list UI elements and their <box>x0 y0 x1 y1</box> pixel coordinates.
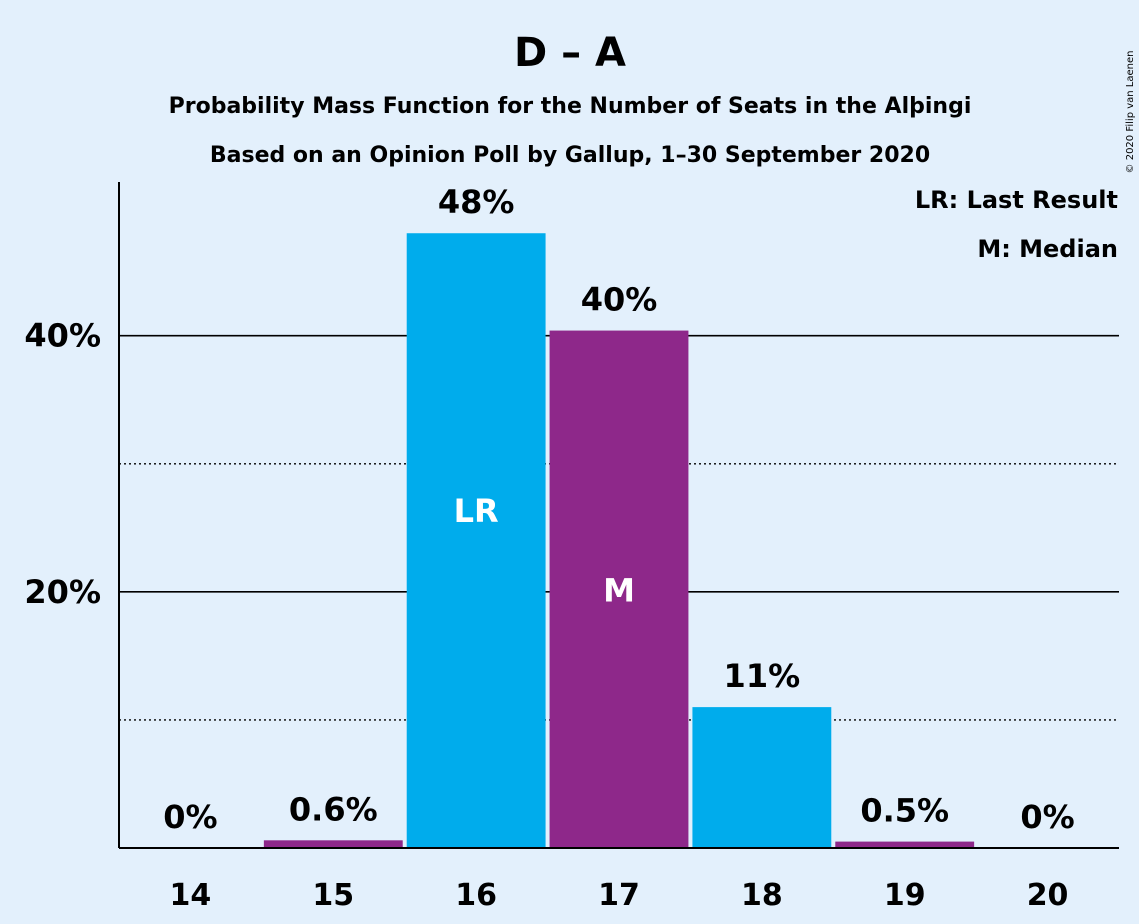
bar-value-label-20: 0% <box>1020 798 1074 836</box>
bar-value-label-14: 0% <box>163 798 217 836</box>
x-tick-label-14: 14 <box>170 878 212 913</box>
x-tick-label-16: 16 <box>455 878 497 913</box>
bar-19 <box>835 841 975 848</box>
chart-title: D – A <box>514 30 626 76</box>
y-tick-label-0: 20% <box>24 573 101 611</box>
chart-subtitle-1: Probability Mass Function for the Number… <box>169 94 972 119</box>
copyright-text: © 2020 Filip van Laenen <box>1125 51 1136 174</box>
bar-value-label-15: 0.6% <box>289 790 378 828</box>
bar-value-label-17: 40% <box>581 281 658 319</box>
bar-18 <box>692 707 832 848</box>
labels-layer: 20% 40% 0% 14 0.6% 15 48% LR 16 40% M 17 11% 18 0.5% 19… <box>24 183 1074 913</box>
x-tick-label-20: 20 <box>1027 878 1069 913</box>
bar-15 <box>263 840 403 848</box>
in-bar-label-LR: LR <box>454 492 499 530</box>
x-tick-label-17: 17 <box>598 878 640 913</box>
bar-16 <box>406 233 546 848</box>
bar-17 <box>549 330 689 849</box>
legend-last-result: LR: Last Result <box>915 186 1118 214</box>
bar-value-label-18: 11% <box>724 657 801 695</box>
x-tick-label-19: 19 <box>884 878 926 913</box>
legend-median: M: Median <box>977 235 1118 263</box>
x-tick-label-15: 15 <box>312 878 354 913</box>
chart-subtitle-2: Based on an Opinion Poll by Gallup, 1–30… <box>210 143 930 168</box>
bar-value-label-19: 0.5% <box>860 792 949 830</box>
bars-layer <box>263 233 975 849</box>
y-tick-label-1: 40% <box>24 317 101 355</box>
bar-value-label-16: 48% <box>438 183 515 221</box>
in-bar-label-M: M <box>603 571 635 609</box>
x-tick-label-18: 18 <box>741 878 783 913</box>
